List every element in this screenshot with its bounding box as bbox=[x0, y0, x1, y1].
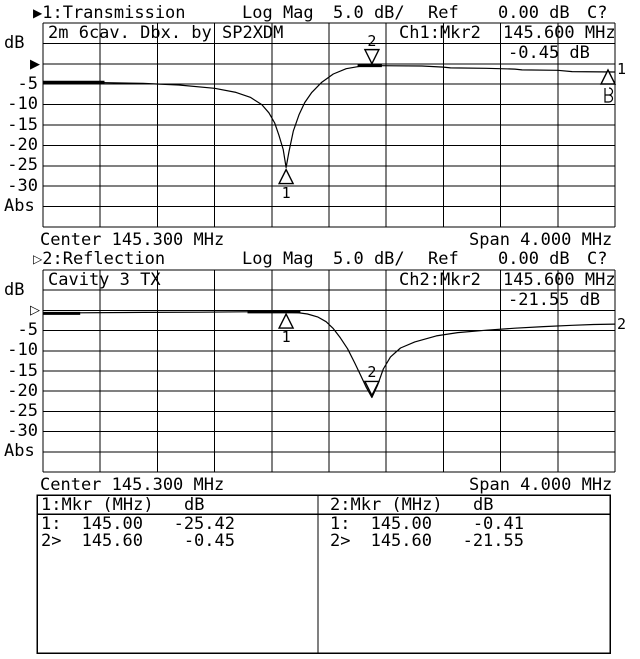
ch1-right-edge-marker-icon bbox=[599, 68, 617, 85]
ch2-span-freq: Span 4.000 MHz bbox=[469, 475, 613, 495]
ch1-right-edge-glyph-icon bbox=[604, 87, 614, 103]
marker-row-db: -21.55 bbox=[462, 531, 524, 551]
ch1-ytick: -10 bbox=[7, 94, 38, 114]
ch1-scale-label: 5.0 dB/ bbox=[333, 3, 405, 23]
ch2-trace-label: 2:Reflection bbox=[42, 249, 166, 269]
marker-row-freq: 145.60 bbox=[81, 531, 143, 551]
ch1-trace-title: 2m 6cav. Dbx. by SP2XDM bbox=[48, 23, 284, 43]
ch1-center-freq: Center 145.300 MHz bbox=[40, 230, 225, 250]
ch2-ytick: -25 bbox=[7, 401, 38, 421]
ch1-format-label: Log Mag bbox=[242, 3, 314, 23]
ch1-ref-level-arrow-icon: ▶ bbox=[30, 57, 40, 72]
marker-2-triangle-icon bbox=[363, 48, 381, 66]
ch1-ytick: -15 bbox=[7, 115, 38, 135]
ch1-span-freq: Span 4.000 MHz bbox=[469, 230, 613, 250]
marker-row-db: -0.45 bbox=[183, 531, 235, 551]
ch1-ytick: -30 bbox=[7, 176, 38, 196]
ch1-cal-status: C? bbox=[587, 3, 608, 23]
marker-table-ch1-header: 1:Mkr (MHz) bbox=[41, 495, 154, 515]
ch2-ref-label: Ref bbox=[428, 249, 459, 269]
marker-row-freq: 145.00 bbox=[370, 514, 432, 534]
marker-row-id: 1: bbox=[330, 514, 351, 534]
ch2-ytick: -15 bbox=[7, 361, 38, 381]
ch2-trace-title: Cavity 3 TX bbox=[48, 270, 161, 290]
marker-2-label: 2 bbox=[367, 363, 377, 382]
ch2-yaxis-unit: dB bbox=[4, 280, 25, 300]
ch2-ref-level-arrow-icon: ▷ bbox=[30, 303, 40, 318]
ch2-ytick: -30 bbox=[7, 421, 38, 441]
ch1-marker-readout-freq: 145.600 MHz bbox=[503, 23, 616, 43]
marker-row-db: -0.41 bbox=[472, 514, 524, 534]
ch1-trace-label: 1:Transmission bbox=[42, 3, 186, 23]
ch1-ref-label: Ref bbox=[428, 3, 459, 23]
ch2-ytick: -5 bbox=[17, 320, 38, 340]
ch2-marker-readout-freq: 145.600 MHz bbox=[503, 270, 616, 290]
ch2-ref-value: 0.00 dB bbox=[498, 249, 570, 269]
marker-1-label: 1 bbox=[281, 328, 291, 347]
ch2-trace-number: 2 bbox=[617, 315, 627, 333]
ch2-inactive-arrow-icon: ▷ bbox=[33, 252, 43, 266]
marker-row-freq: 145.00 bbox=[81, 514, 143, 534]
marker-table-ch2-unit: dB bbox=[473, 495, 494, 515]
marker-1-triangle-icon bbox=[277, 312, 295, 329]
ch2-format-label: Log Mag bbox=[242, 249, 314, 269]
marker-table-ch1-unit: dB bbox=[184, 495, 205, 515]
ch1-trace-number: 1 bbox=[617, 60, 627, 78]
marker-row-id: 2> bbox=[330, 531, 351, 551]
ch1-marker-readout-source: Ch1:Mkr2 bbox=[399, 23, 481, 43]
marker-table-border bbox=[36, 494, 611, 654]
ch2-header: ▷2:Reflection bbox=[33, 251, 165, 268]
ch2-cal-status: C? bbox=[587, 249, 608, 269]
ch1-marker-readout-value: -0.45 dB bbox=[508, 43, 590, 63]
marker-row-db: -25.42 bbox=[173, 514, 235, 534]
ch2-center-freq: Center 145.300 MHz bbox=[40, 475, 225, 495]
ch1-ytick: -20 bbox=[7, 135, 38, 155]
marker-row-id: 2> bbox=[41, 531, 62, 551]
ch1-ref-value: 0.00 dB bbox=[498, 3, 570, 23]
ch1-ytick: -25 bbox=[7, 155, 38, 175]
marker-1-triangle-icon bbox=[277, 167, 295, 185]
marker-row-freq: 145.60 bbox=[370, 531, 432, 551]
ch1-active-arrow-icon: ▶ bbox=[33, 6, 43, 20]
ch2-ytick: -10 bbox=[7, 340, 38, 360]
ch2-ytick: -20 bbox=[7, 381, 38, 401]
ch1-yaxis-unit: dB bbox=[4, 33, 25, 53]
ch2-scale-label: 5.0 dB/ bbox=[333, 249, 405, 269]
ch1-ytick: -5 bbox=[17, 74, 38, 94]
marker-row-id: 1: bbox=[41, 514, 62, 534]
marker-1-label: 1 bbox=[281, 183, 291, 202]
ch1-yaxis-abs-label: Abs bbox=[4, 196, 35, 216]
marker-table-ch2-header: 2:Mkr (MHz) bbox=[330, 495, 443, 515]
ch2-marker-readout-source: Ch2:Mkr2 bbox=[399, 270, 481, 290]
marker-2-triangle-icon bbox=[363, 380, 381, 398]
ch1-header: ▶1:Transmission bbox=[33, 5, 186, 22]
trace-1 bbox=[42, 64, 616, 169]
ch2-yaxis-abs-label: Abs bbox=[4, 441, 35, 461]
ch2-marker-readout-value: -21.55 dB bbox=[508, 290, 601, 310]
marker-2-label: 2 bbox=[367, 31, 377, 50]
